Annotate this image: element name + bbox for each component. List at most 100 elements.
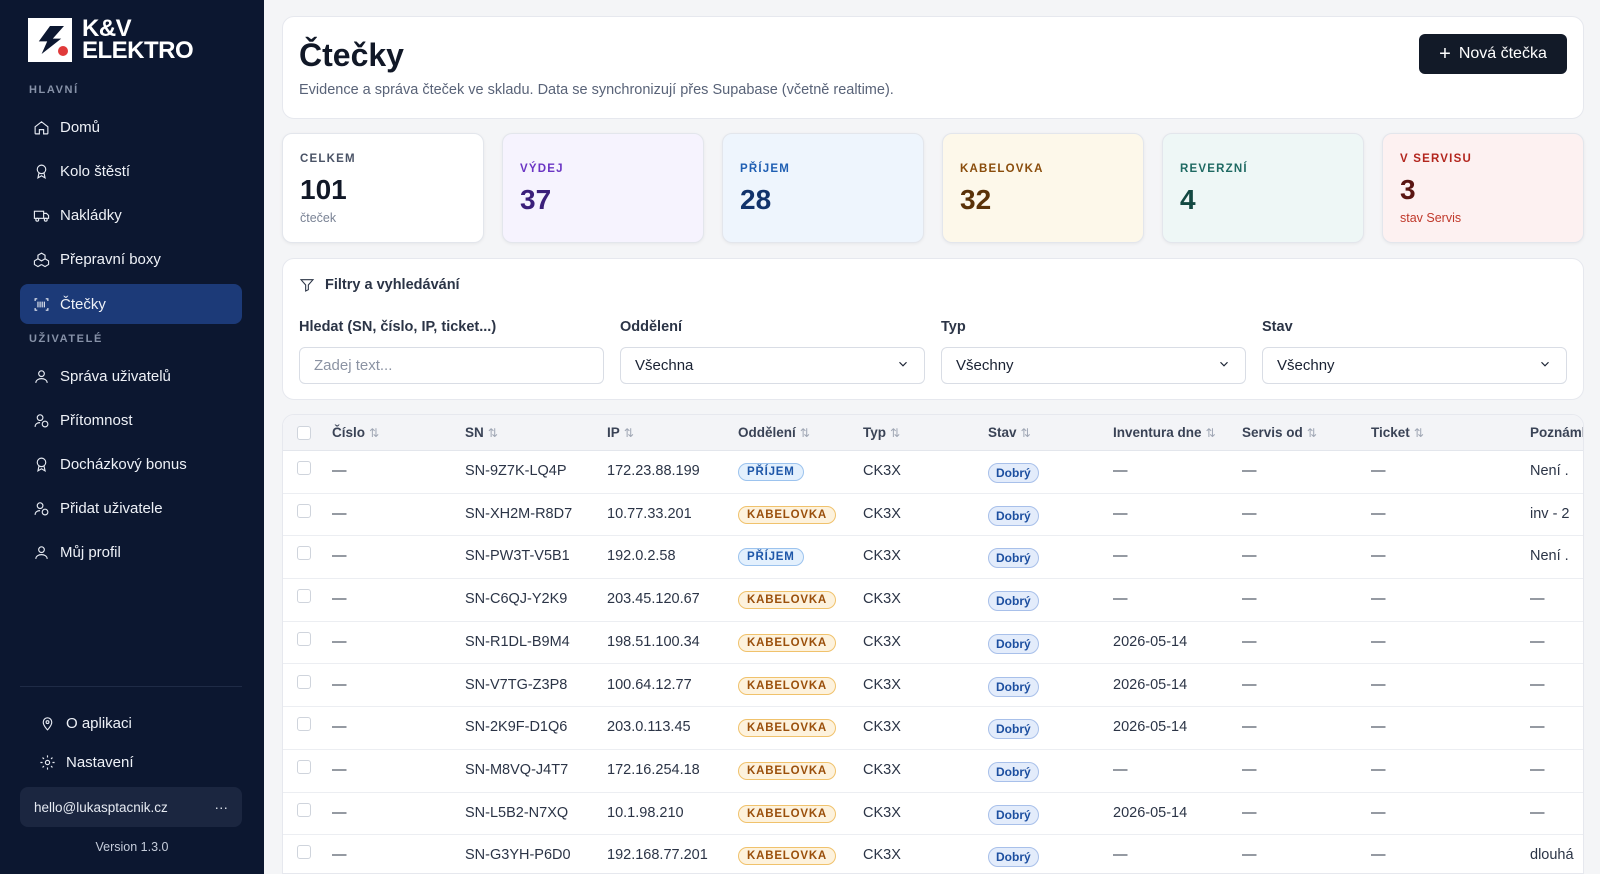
- new-scanner-button[interactable]: + Nová čtečka: [1419, 34, 1567, 74]
- state-badge: Dobrý: [988, 847, 1039, 868]
- cell-ip: 172.16.254.18: [607, 761, 700, 778]
- cell-cislo: —: [332, 591, 347, 608]
- department-badge: KABELOVKA: [738, 505, 837, 524]
- state-badge: Dobrý: [988, 761, 1039, 782]
- table-row[interactable]: — SN-C6QJ-Y2K9 203.45.120.67 KABELOVKA CK3X D…: [283, 579, 1583, 622]
- table-row[interactable]: — SN-2K9F-D1Q6 203.0.113.45 KABELOVKA CK3X Do…: [283, 707, 1583, 750]
- column-header[interactable]: Typ ⇅: [863, 425, 901, 440]
- table-row[interactable]: — SN-9Z7K-LQ4P 172.23.88.199 PŘÍJEM CK3X Dobr…: [283, 451, 1583, 494]
- row-checkbox[interactable]: [297, 589, 311, 604]
- row-checkbox[interactable]: [297, 802, 311, 817]
- cell-inv: —: [1113, 463, 1128, 479]
- cell-ip: 100.64.12.77: [607, 676, 692, 693]
- column-header[interactable]: SN ⇅: [465, 425, 498, 440]
- table-row[interactable]: — SN-PW3T-V5B1 192.0.2.58 PŘÍJEM CK3X Dobrý — —…: [283, 536, 1583, 580]
- stat-value: 101: [300, 174, 347, 205]
- cell-ip: 203.45.120.67: [607, 591, 700, 608]
- sidebar-item-loads[interactable]: Nakládky: [20, 195, 242, 235]
- section-users-heading: UŽIVATELÉ: [29, 333, 103, 345]
- stat-card-issue: VÝDEJ 37: [502, 133, 704, 243]
- table-row[interactable]: — SN-M8VQ-J4T7 172.16.254.18 KABELOVKA CK3X D…: [283, 750, 1583, 793]
- table-row[interactable]: — SN-R1DL-B9M4 198.51.100.34 KABELOVKA CK3X D…: [283, 622, 1583, 665]
- column-header[interactable]: Stav ⇅: [988, 425, 1031, 440]
- row-checkbox[interactable]: [297, 759, 311, 774]
- filters-title: Filtry a vyhledávání: [325, 277, 460, 293]
- row-checkbox[interactable]: [297, 461, 311, 475]
- sidebar-item-about[interactable]: O aplikaci: [26, 703, 248, 743]
- cell-ip: 10.77.33.201: [607, 505, 692, 522]
- sidebar-item-my-profile[interactable]: Můj profil: [20, 532, 242, 572]
- stat-label: VÝDEJ: [520, 163, 564, 175]
- search-label: Hledat (SN, číslo, IP, ticket...): [299, 319, 497, 335]
- sidebar-item-label: Správa uživatelů: [60, 367, 171, 385]
- row-checkbox[interactable]: [297, 845, 311, 860]
- sidebar-item-home[interactable]: Domů: [20, 107, 242, 147]
- cell-sn: SN-M8VQ-J4T7: [465, 761, 569, 778]
- sort-icon: ⇅: [1205, 426, 1216, 440]
- sidebar-item-user-management[interactable]: Správa uživatelů: [20, 356, 242, 396]
- row-checkbox[interactable]: [297, 503, 311, 518]
- sidebar-item-wheel[interactable]: Kolo štěstí: [20, 151, 242, 191]
- sidebar-item-scanners[interactable]: Čtečky: [20, 284, 242, 324]
- cell-typ: CK3X: [863, 505, 901, 522]
- stat-label: REVERZNÍ: [1180, 163, 1248, 175]
- user-account-box[interactable]: hello@lukasptacnik.cz ···: [20, 787, 242, 827]
- cell-servis: —: [1242, 804, 1257, 821]
- column-header[interactable]: Oddělení ⇅: [738, 425, 810, 440]
- table-row[interactable]: — SN-XH2M-R8D7 10.77.33.201 KABELOVKA CK3X Do…: [283, 494, 1583, 537]
- sort-icon: ⇅: [369, 426, 380, 440]
- logo-mark-icon: [28, 18, 72, 62]
- cell-typ: CK3X: [863, 804, 901, 821]
- sidebar-item-attendance-bonus[interactable]: Docházkový bonus: [20, 444, 242, 484]
- department-badge: KABELOVKA: [738, 804, 837, 823]
- sidebar-item-presence[interactable]: Přítomnost: [20, 400, 242, 440]
- cell-note: —: [1530, 804, 1545, 821]
- sidebar-item-label: Nakládky: [60, 206, 122, 224]
- cell-sn: SN-C6QJ-Y2K9: [465, 591, 568, 608]
- sort-icon: ⇅: [890, 426, 901, 440]
- sidebar-item-boxes[interactable]: Přepravní boxy: [20, 239, 242, 279]
- department-select[interactable]: Všechna: [620, 347, 925, 384]
- state-badge: Dobrý: [988, 463, 1039, 483]
- row-checkbox[interactable]: [297, 674, 311, 689]
- user-check-icon: [32, 411, 50, 429]
- sort-icon: ⇅: [487, 426, 498, 440]
- sidebar-item-add-user[interactable]: Přidat uživatele: [20, 488, 242, 528]
- cell-servis: —: [1242, 463, 1257, 479]
- state-select[interactable]: Všechny: [1262, 347, 1567, 384]
- stat-value: 4: [1180, 184, 1196, 215]
- column-header[interactable]: Číslo ⇅: [332, 425, 380, 440]
- department-badge: KABELOVKA: [738, 633, 837, 652]
- column-header[interactable]: Servis od ⇅: [1242, 425, 1317, 440]
- brand-line-2: ELEKTRO: [82, 37, 194, 64]
- column-header[interactable]: Inventura dne ⇅: [1113, 425, 1216, 440]
- column-header[interactable]: Poznáml: [1530, 425, 1584, 440]
- stat-sub: stav Servis: [1400, 211, 1462, 225]
- select-all-checkbox[interactable]: [297, 426, 311, 440]
- stat-value: 32: [960, 184, 992, 215]
- stat-value: 37: [520, 184, 552, 215]
- sidebar-item-settings[interactable]: Nastavení: [26, 742, 248, 782]
- more-options-icon[interactable]: ···: [214, 799, 229, 815]
- search-input[interactable]: Zadej text...: [299, 347, 604, 384]
- type-select[interactable]: Všechny: [941, 347, 1246, 384]
- row-checkbox[interactable]: [297, 717, 311, 732]
- table-row[interactable]: — SN-V7TG-Z3P8 100.64.12.77 KABELOVKA CK3X Do…: [283, 665, 1583, 708]
- row-checkbox[interactable]: [297, 631, 311, 646]
- column-header[interactable]: Ticket ⇅: [1371, 425, 1424, 440]
- cell-servis: —: [1242, 591, 1257, 608]
- brand-logo[interactable]: K&V ELEKTRO: [28, 17, 194, 64]
- stat-card-reverse: REVERZNÍ 4: [1162, 133, 1364, 243]
- stat-value: 3: [1400, 174, 1416, 205]
- map-pin-icon: [38, 714, 56, 732]
- cell-note: Není .: [1530, 463, 1569, 479]
- row-checkbox[interactable]: [297, 546, 311, 561]
- table-row[interactable]: — SN-L5B2-N7XQ 10.1.98.210 KABELOVKA CK3X Dob…: [283, 793, 1583, 836]
- cell-ticket: —: [1371, 847, 1386, 864]
- stat-card-service: V SERVISU 3 stav Servis: [1382, 133, 1584, 243]
- state-value: Všechny: [1277, 357, 1335, 374]
- stat-label: V SERVISU: [1400, 153, 1472, 165]
- cell-ticket: —: [1371, 633, 1386, 650]
- table-row[interactable]: — SN-G3YH-P6D0 192.168.77.201 KABELOVKA CK3X…: [283, 835, 1583, 873]
- column-header[interactable]: IP ⇅: [607, 425, 634, 440]
